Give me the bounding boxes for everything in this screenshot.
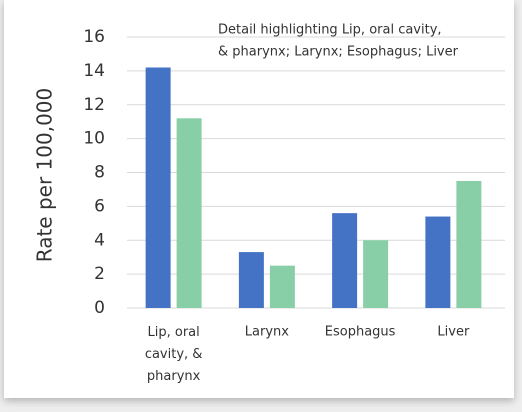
y-tick-label: 14	[83, 61, 105, 81]
x-tick-label: Liver	[437, 325, 470, 340]
card	[4, 0, 514, 398]
annotation-line: & pharynx; Larynx; Esophagus; Liver	[218, 45, 459, 60]
y-tick-label: 8	[94, 163, 105, 183]
bar	[425, 216, 451, 308]
x-tick-label: Larynx	[245, 325, 289, 340]
y-tick-label: 12	[83, 95, 105, 115]
y-tick-label: 0	[94, 298, 105, 318]
bar	[238, 252, 264, 308]
bar	[456, 180, 482, 308]
annotation-line: Detail highlighting Lip, oral cavity,	[218, 23, 442, 38]
bar	[363, 240, 389, 308]
bar	[145, 67, 171, 308]
y-axis-label: Rate per 100,000	[33, 88, 57, 263]
y-tick-label: 4	[94, 230, 105, 250]
x-tick-label: Esophagus	[325, 325, 396, 340]
y-tick-label: 2	[94, 264, 105, 284]
bar	[176, 118, 202, 308]
y-tick-label: 16	[83, 27, 105, 47]
x-tick-label: Lip, oral cavity, & pharynx	[145, 325, 203, 384]
y-tick-label: 6	[94, 196, 105, 216]
bar	[269, 265, 295, 308]
bar	[332, 213, 358, 308]
y-tick-label: 10	[83, 129, 105, 149]
